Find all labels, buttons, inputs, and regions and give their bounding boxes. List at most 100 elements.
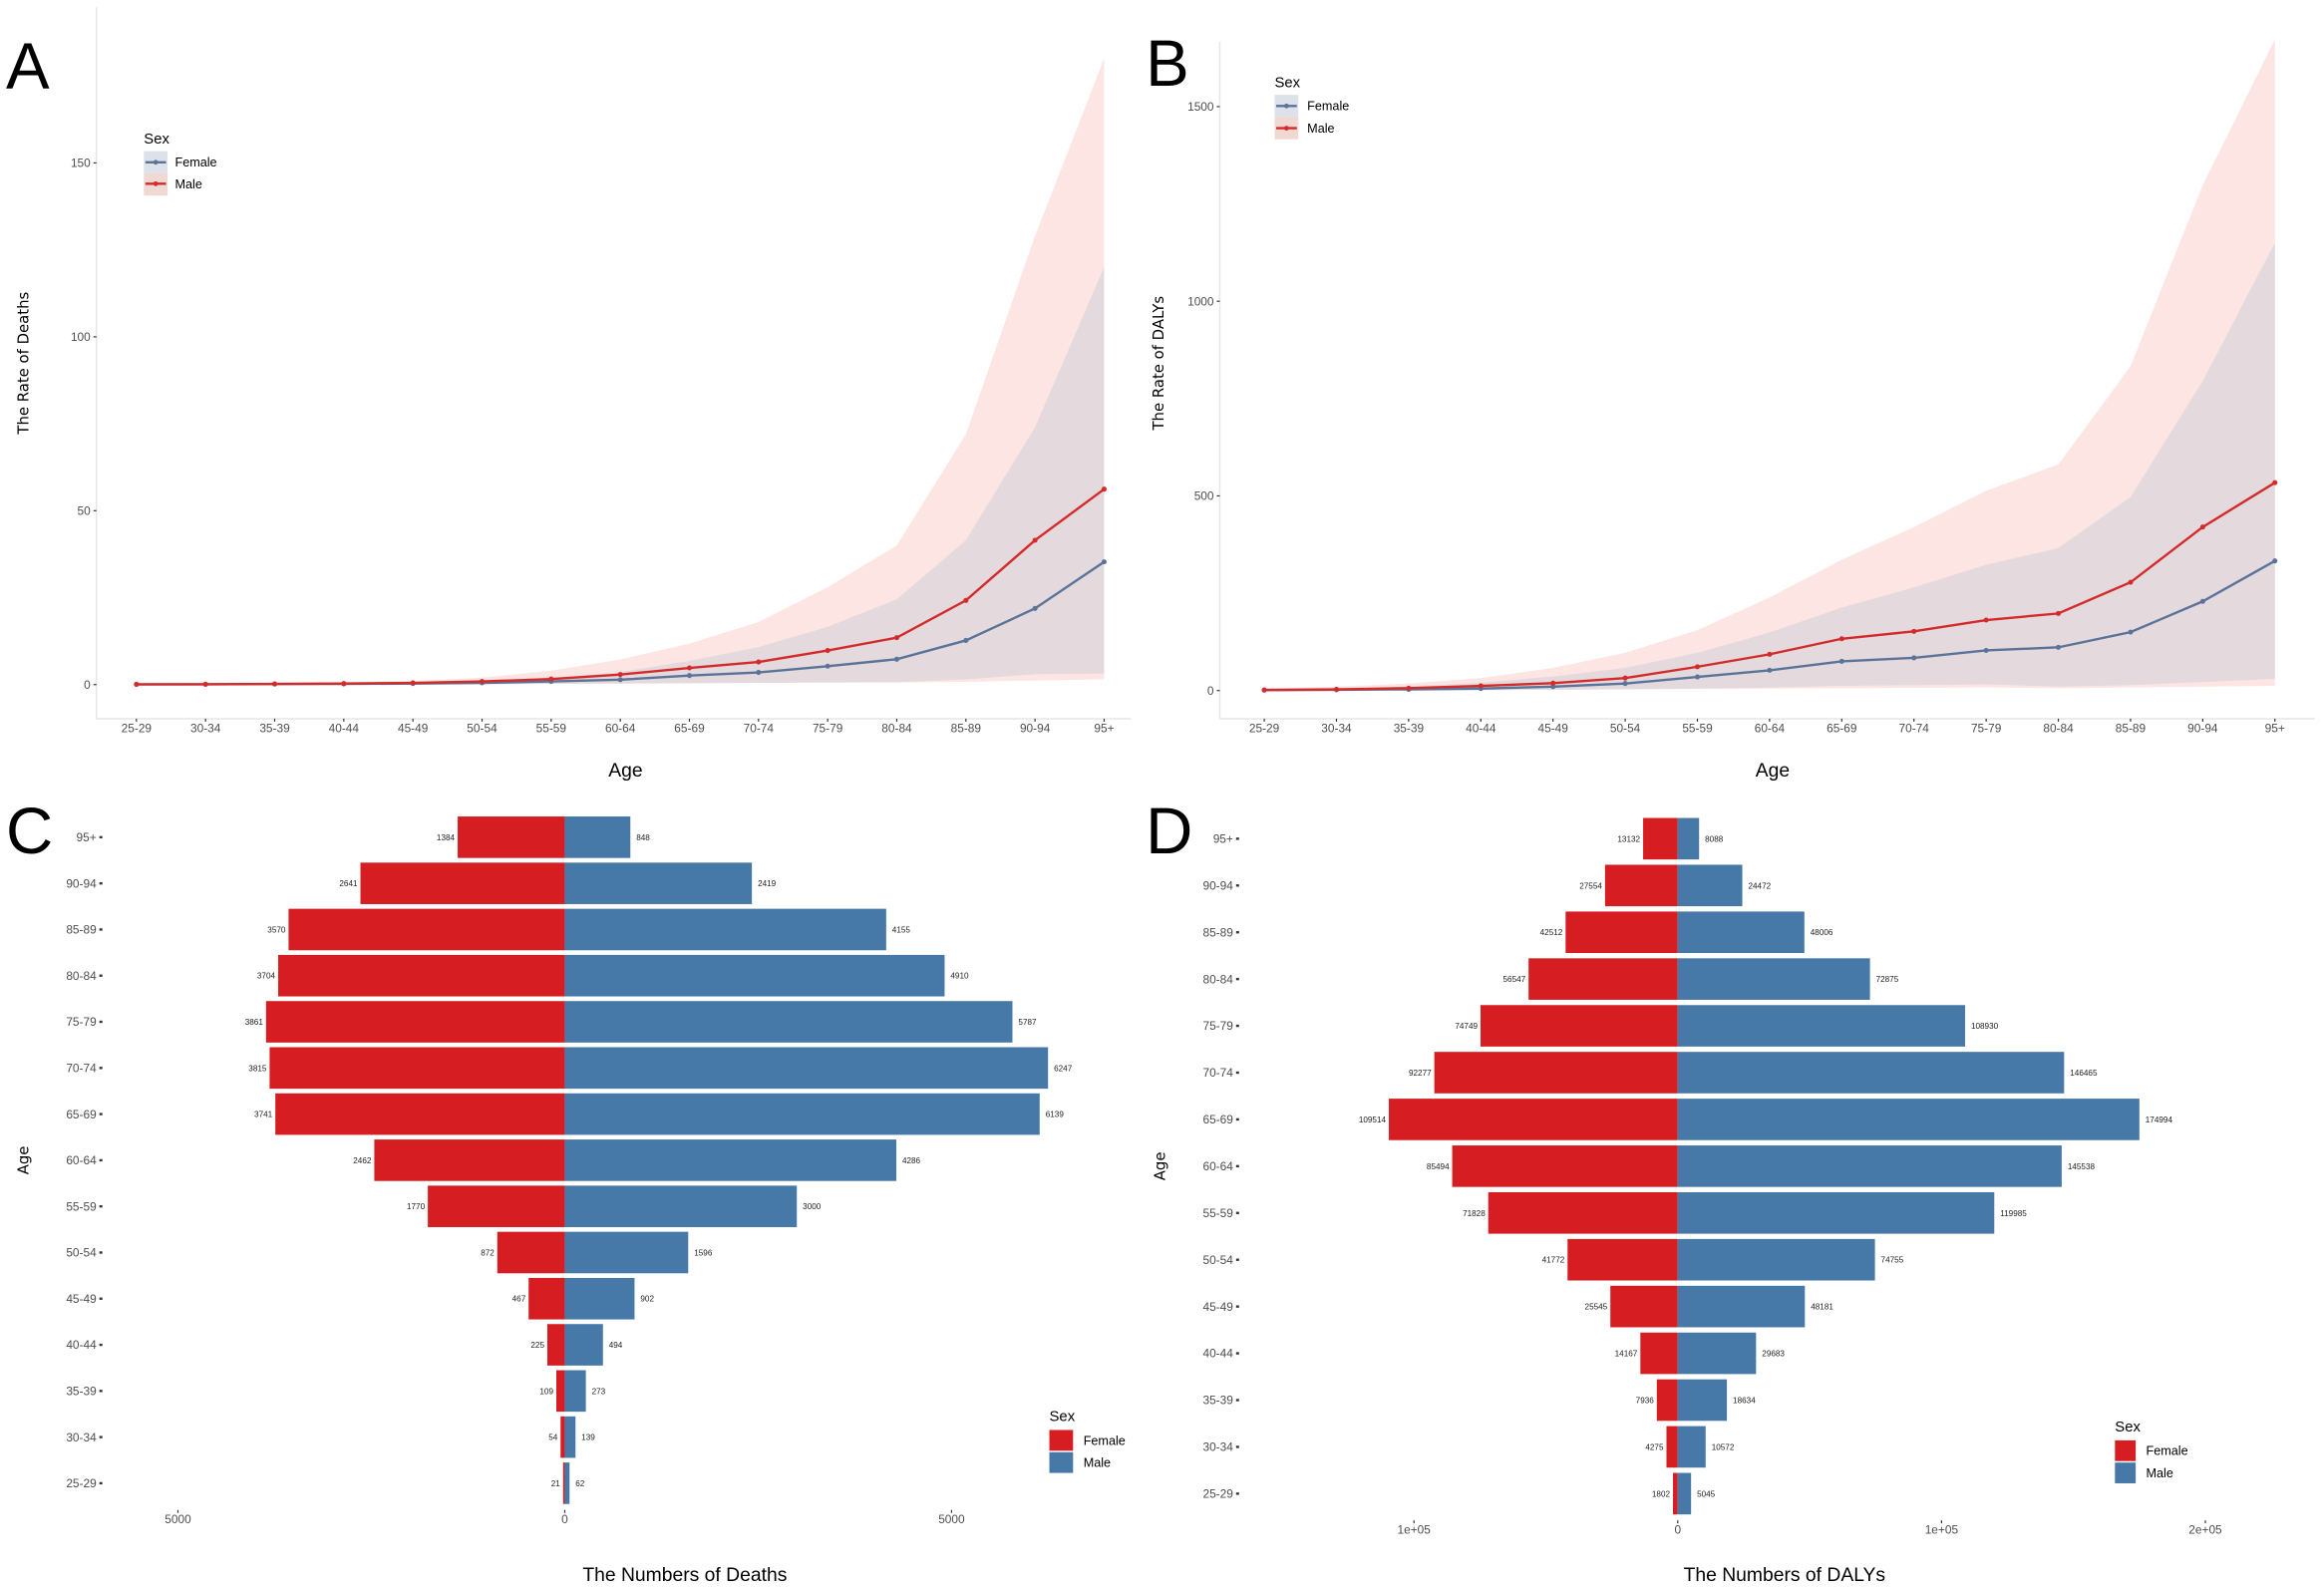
data-point-male xyxy=(2272,479,2278,485)
data-point-female xyxy=(756,670,762,676)
data-label-female: 3815 xyxy=(248,1064,267,1073)
x-tick-label: 75-79 xyxy=(813,721,843,735)
bar-female xyxy=(1643,817,1678,860)
data-label-male: 24472 xyxy=(1748,881,1771,890)
panel-c-pyramid-chart: C 1384 848 2641 2419 3570 4155 3704 4910 3861 578… xyxy=(6,795,1126,1586)
data-label-female: 13132 xyxy=(1617,834,1640,843)
data-point-male xyxy=(410,680,416,686)
bar-female xyxy=(528,1277,565,1320)
data-point-female xyxy=(1983,647,1989,654)
data-label-male: 1596 xyxy=(694,1248,713,1257)
bar-female xyxy=(1389,1099,1678,1140)
legend: Sex Female Male xyxy=(1274,76,1349,140)
x-tick-label: 5000 xyxy=(938,1512,965,1526)
uncertainty-band-female xyxy=(136,267,1105,685)
data-point-male xyxy=(341,681,347,687)
bar-female xyxy=(1567,1238,1678,1281)
legend-label-male: Male xyxy=(1084,1456,1111,1470)
y-tick-label: 60-64 xyxy=(1202,1159,1233,1173)
data-label-male: 4286 xyxy=(902,1156,921,1165)
x-tick-label: 35-39 xyxy=(259,721,290,735)
bar-male xyxy=(564,908,886,951)
data-label-male: 48181 xyxy=(1811,1303,1833,1312)
legend-label-female: Female xyxy=(174,156,216,169)
data-label-female: 41772 xyxy=(1542,1256,1565,1265)
bar-female xyxy=(269,1047,565,1090)
x-tick-label: 55-59 xyxy=(1682,721,1713,735)
bar-female xyxy=(1666,1426,1678,1468)
x-tick-label: 25-29 xyxy=(1249,721,1280,735)
y-tick-label: 70-74 xyxy=(66,1061,97,1075)
y-tick-mark xyxy=(99,1113,103,1115)
legend-point-female xyxy=(153,159,159,165)
bar-male xyxy=(564,1093,1040,1135)
bar-female xyxy=(1604,864,1678,907)
data-label-female: 14167 xyxy=(1615,1350,1638,1359)
bar-female xyxy=(360,862,565,904)
x-tick-label: 60-64 xyxy=(1755,721,1786,735)
x-tick-label: 80-84 xyxy=(881,721,912,735)
y-tick-mark xyxy=(1235,931,1239,934)
y-tick-mark xyxy=(1235,1211,1239,1214)
bar-female xyxy=(1481,1005,1678,1047)
y-tick-label: 70-74 xyxy=(1202,1066,1233,1080)
x-tick-label: 65-69 xyxy=(1826,721,1857,735)
x-tick-label: 2e+05 xyxy=(2188,1523,2222,1537)
y-tick-mark xyxy=(99,881,103,885)
data-label-male: 119985 xyxy=(2000,1209,2027,1218)
data-label-male: 2419 xyxy=(758,879,777,888)
data-label-male: 8088 xyxy=(1705,834,1724,843)
y-tick-label: 80-84 xyxy=(66,969,97,983)
bar-female xyxy=(1656,1379,1678,1422)
y-axis-title: Age xyxy=(1151,1151,1168,1180)
y-axis-title: The Rate of Deaths xyxy=(14,291,32,435)
x-tick-label: 85-89 xyxy=(951,721,982,735)
bar-female xyxy=(560,1416,565,1458)
data-point-male xyxy=(1406,685,1412,691)
y-tick-label: 80-84 xyxy=(1202,972,1233,986)
y-tick-label: 65-69 xyxy=(66,1108,97,1121)
data-point-male xyxy=(1622,675,1628,681)
data-label-female: 74749 xyxy=(1455,1022,1478,1031)
data-point-female xyxy=(617,677,623,683)
y-tick-label: 50-54 xyxy=(66,1246,97,1260)
y-tick-label: 35-39 xyxy=(66,1384,97,1398)
data-point-female xyxy=(893,656,900,662)
x-tick-label: 45-49 xyxy=(1538,721,1569,735)
data-point-female xyxy=(2272,558,2278,564)
data-point-male xyxy=(686,665,693,671)
y-tick-label: 55-59 xyxy=(1202,1206,1233,1220)
data-label-male: 5787 xyxy=(1018,1018,1037,1027)
x-tick-label: 80-84 xyxy=(2043,721,2074,735)
x-tick-label: 50-54 xyxy=(467,721,498,735)
y-tick-label: 85-89 xyxy=(66,923,97,937)
y-tick-mark xyxy=(99,1204,103,1208)
y-tick-mark xyxy=(1235,1164,1239,1168)
legend-key-male xyxy=(1049,1451,1074,1473)
bar-female xyxy=(1528,958,1678,1000)
data-point-female xyxy=(2128,629,2134,635)
legend-key-male xyxy=(2115,1462,2137,1483)
data-label-female: 3570 xyxy=(267,925,286,934)
data-point-male xyxy=(1261,687,1267,693)
data-label-female: 25545 xyxy=(1585,1303,1608,1312)
x-tick-label: 25-29 xyxy=(122,721,153,735)
data-point-male xyxy=(1550,680,1556,686)
data-label-male: 273 xyxy=(592,1387,606,1396)
bar-male xyxy=(564,1047,1049,1090)
y-axis-title: The Rate of DALYs xyxy=(1150,296,1167,432)
x-axis-title: The Numbers of Deaths xyxy=(582,1565,787,1586)
bar-female xyxy=(1565,911,1678,954)
legend-label-female: Female xyxy=(1084,1433,1126,1447)
y-tick-mark xyxy=(99,1297,103,1300)
data-label-female: 85494 xyxy=(1427,1162,1450,1171)
y-tick-mark xyxy=(99,974,103,977)
bar-male xyxy=(1677,1332,1757,1375)
y-tick-mark xyxy=(99,1435,103,1438)
y-tick-mark xyxy=(1235,1445,1239,1448)
x-tick-label: 65-69 xyxy=(674,721,705,735)
y-tick-mark xyxy=(1235,1258,1239,1261)
y-tick-label: 75-79 xyxy=(66,1015,97,1029)
y-tick-label: 150 xyxy=(71,157,91,170)
y-tick-label: 40-44 xyxy=(1202,1347,1233,1361)
